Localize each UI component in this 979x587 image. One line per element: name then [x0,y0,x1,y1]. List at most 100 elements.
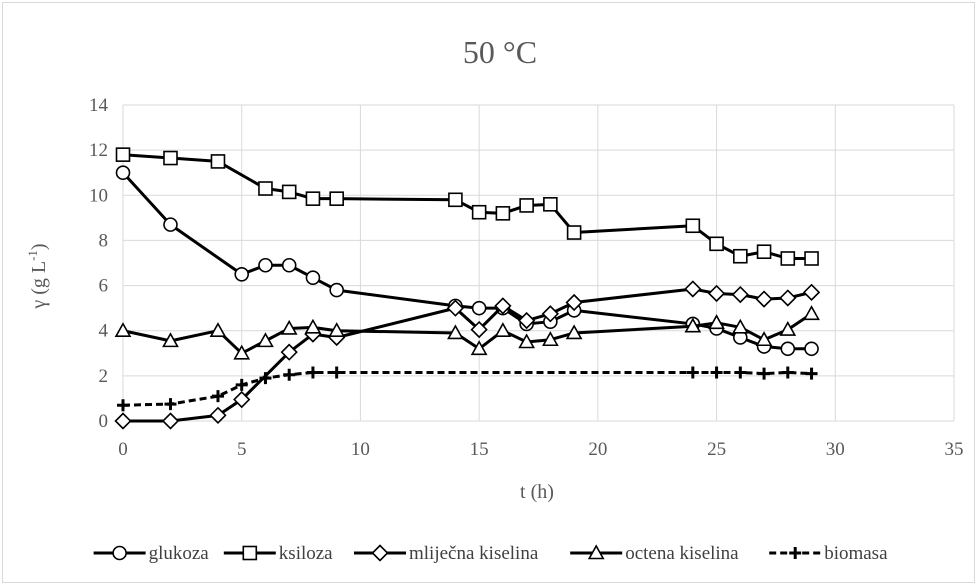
data-point [781,366,794,379]
x-tick-label: 35 [945,439,964,460]
y-tick-label: 4 [99,321,109,342]
data-point [117,399,129,412]
legend-marker [112,545,127,561]
data-point [257,332,274,348]
data-point [805,367,818,380]
data-point [734,366,747,379]
data-point [779,289,797,307]
data-point [686,366,699,379]
y-tick-label: 10 [89,185,108,206]
data-point [305,191,321,206]
x-tick-label: 25 [707,439,726,460]
data-point [115,165,131,181]
legend-marker [371,544,389,562]
data-point [471,300,487,316]
data-point [804,341,819,357]
data-point [114,322,132,338]
data-point [731,318,749,334]
data-point [471,204,487,220]
data-point [684,317,702,333]
x-tick-label: 30 [826,439,845,460]
data-point [710,366,723,379]
x-tick-label: 15 [470,439,489,460]
data-point [211,390,224,403]
series-layer [114,147,821,430]
data-point [731,285,749,304]
series-mliječna-kiselina [114,280,821,430]
data-point [448,192,463,208]
data-point [565,324,583,340]
data-point [280,343,298,361]
x-axis-label: t (h) [520,481,554,503]
series-ksiloza [115,147,819,266]
data-point [161,412,180,430]
data-point [758,367,771,380]
legend: glukoza ksiloza mliječna kiselina octena ki… [93,543,888,564]
data-point [684,280,702,298]
y-axis-label-main: γ (g L [28,261,50,310]
data-point [163,217,178,232]
data-point [330,366,343,379]
data-point [233,344,251,360]
data-point [541,305,560,323]
y-tick-label: 6 [99,276,109,297]
data-point [470,340,488,356]
data-point [494,322,512,338]
x-tick-label: 20 [588,439,607,460]
data-point [446,299,465,317]
data-point [258,181,273,196]
data-point [304,318,322,334]
y-axis-label-close: ) [28,243,50,250]
data-point [329,191,344,206]
legend-marker [242,545,258,561]
data-point [519,198,534,213]
data-point [494,297,512,315]
data-point [209,406,227,424]
legend-item: glukoza [93,543,210,564]
data-point [470,320,488,339]
data-point [543,197,558,212]
y-axis-label: γ (g L-1) [25,243,50,309]
series-line [123,287,812,423]
series-line [122,153,812,260]
legend-item: octena kiselina [570,543,739,564]
series-glukoza [115,165,819,357]
y-axis-label-sup: -1 [25,250,40,261]
y-tick-label: 2 [99,366,109,387]
data-point [234,266,250,282]
data-point [803,305,820,321]
data-point [565,293,583,312]
y-tick-label: 8 [99,230,109,251]
data-point [210,154,226,169]
data-point [517,311,536,330]
data-point [235,378,248,391]
x-tick-label: 10 [351,439,370,460]
data-point [281,257,297,273]
chart-title: 50 °C [463,34,537,70]
legend-label: ksiloza [279,543,333,564]
data-point [804,251,819,266]
data-point [305,270,321,285]
legend-label: octena kiselina [625,543,739,564]
data-point [283,368,296,381]
legend-item: ksiloza [223,543,333,564]
data-point [495,206,511,221]
legend-label: mliječna kiselina [409,543,539,564]
data-point [280,319,298,335]
data-point [306,366,319,379]
data-point [447,324,464,340]
legend-item: biomasa [769,543,888,564]
data-point [755,290,773,308]
legend-marker [587,544,605,560]
data-point [163,150,178,166]
data-point [802,283,821,301]
data-point [779,320,797,336]
legend-label: glukoza [149,543,210,564]
data-point [733,248,748,264]
data-point [707,284,726,303]
data-point [685,218,701,234]
y-tick-label: 14 [89,95,109,116]
series-octena-kiselina [114,305,820,360]
legend-item: mliječna kiselina [354,543,539,564]
